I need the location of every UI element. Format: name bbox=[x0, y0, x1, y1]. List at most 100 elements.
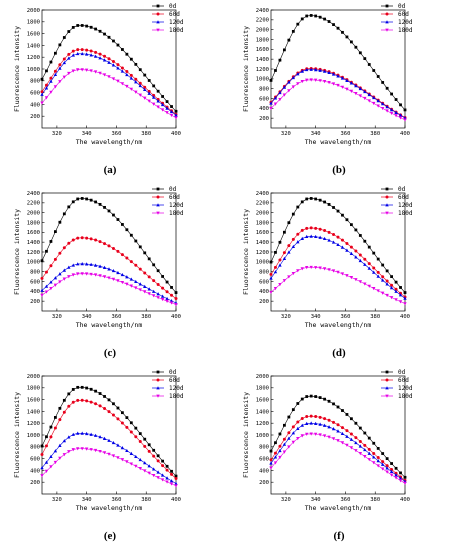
data-point bbox=[296, 82, 300, 86]
data-point bbox=[327, 70, 331, 75]
data-point bbox=[98, 274, 102, 278]
y-tick-label: 600 bbox=[30, 457, 40, 463]
data-point bbox=[89, 432, 93, 436]
data-point bbox=[390, 92, 393, 96]
data-point bbox=[111, 63, 116, 67]
data-point bbox=[367, 99, 371, 103]
data-point bbox=[349, 81, 354, 85]
data-point bbox=[111, 59, 115, 63]
data-point bbox=[76, 272, 80, 276]
data-point bbox=[84, 272, 89, 276]
x-tick-label: 380 bbox=[141, 314, 151, 320]
data-point bbox=[327, 203, 331, 206]
chart-panel-f: 200 400 600 800 1000 1200 1400 1600 1800 2000 320 3… bbox=[229, 366, 457, 549]
data-point bbox=[111, 277, 116, 282]
x-tick-label: 400 bbox=[400, 131, 410, 137]
y-axis-label: Fluorescence intensity bbox=[242, 392, 250, 478]
legend-label: 120d bbox=[169, 19, 184, 26]
data-point bbox=[282, 450, 287, 454]
data-point bbox=[85, 48, 89, 52]
data-point bbox=[134, 286, 138, 290]
y-tick-label: 1600 bbox=[256, 230, 269, 236]
y-tick-label: 200 bbox=[30, 480, 40, 486]
data-point bbox=[89, 448, 93, 452]
y-tick-label: 2000 bbox=[27, 211, 40, 217]
data-point bbox=[62, 246, 66, 250]
data-point bbox=[53, 276, 58, 280]
y-tick-label: 1000 bbox=[27, 433, 40, 439]
data-point bbox=[376, 270, 380, 274]
data-point bbox=[49, 240, 53, 243]
data-point bbox=[358, 51, 362, 55]
data-point bbox=[394, 114, 398, 118]
data-point bbox=[332, 402, 335, 406]
data-point bbox=[138, 83, 142, 88]
y-tick-label: 200 bbox=[259, 116, 269, 122]
data-point bbox=[58, 406, 62, 410]
data-point bbox=[102, 275, 107, 279]
data-point bbox=[67, 435, 71, 439]
chart-b-svg: 200 400 600 800 1000 1200 1400 1600 1800 2000 2200… bbox=[242, 3, 413, 176]
data-point bbox=[376, 75, 380, 78]
data-point bbox=[49, 454, 53, 459]
data-point bbox=[269, 101, 273, 105]
legend-marker bbox=[156, 203, 160, 207]
data-point bbox=[49, 287, 53, 291]
data-point bbox=[358, 258, 363, 263]
data-point bbox=[389, 469, 394, 474]
data-point bbox=[138, 282, 142, 286]
legend-label: 0d bbox=[398, 369, 406, 376]
data-point bbox=[336, 242, 340, 247]
data-point bbox=[103, 407, 107, 411]
data-point bbox=[165, 464, 169, 468]
data-point bbox=[313, 266, 318, 270]
data-point bbox=[84, 262, 89, 266]
data-point bbox=[399, 103, 402, 107]
data-point bbox=[345, 78, 349, 82]
data-point bbox=[107, 452, 111, 456]
data-point bbox=[80, 51, 84, 56]
data-point bbox=[98, 404, 102, 408]
data-point bbox=[269, 290, 273, 295]
data-point bbox=[129, 87, 134, 91]
y-tick-label: 1000 bbox=[256, 433, 269, 439]
data-point bbox=[349, 432, 353, 436]
data-point bbox=[116, 43, 120, 47]
data-point bbox=[143, 251, 147, 255]
data-point bbox=[143, 73, 147, 77]
series-120d bbox=[269, 67, 407, 120]
y-tick-label: 1800 bbox=[256, 386, 269, 392]
chart-panel-e: 200 400 600 800 1000 1200 1400 1600 1800 2000 320 3… bbox=[0, 366, 228, 549]
data-point bbox=[152, 93, 156, 97]
data-point bbox=[134, 263, 138, 267]
data-point bbox=[103, 242, 107, 246]
data-point bbox=[121, 48, 124, 51]
data-point bbox=[345, 87, 349, 91]
data-point bbox=[156, 296, 160, 300]
data-point bbox=[318, 79, 322, 83]
data-point bbox=[273, 96, 278, 100]
data-point bbox=[76, 68, 80, 72]
x-axis-label: The wavelength/nm bbox=[305, 321, 372, 329]
data-point bbox=[273, 287, 278, 291]
data-point bbox=[380, 102, 385, 106]
data-point bbox=[93, 70, 98, 74]
data-point bbox=[358, 426, 362, 430]
data-point bbox=[107, 75, 111, 79]
data-point bbox=[102, 58, 107, 62]
data-point bbox=[44, 83, 48, 87]
data-point bbox=[161, 464, 165, 468]
data-point bbox=[354, 249, 358, 253]
data-point bbox=[331, 437, 336, 441]
data-point bbox=[151, 289, 156, 293]
data-point bbox=[282, 442, 287, 446]
data-point bbox=[372, 270, 376, 274]
data-point bbox=[394, 298, 398, 302]
legend-label: 180d bbox=[398, 210, 413, 217]
data-point bbox=[49, 264, 53, 268]
data-point bbox=[40, 77, 44, 81]
data-point bbox=[278, 455, 282, 460]
data-point bbox=[174, 109, 178, 113]
data-point bbox=[125, 52, 129, 56]
